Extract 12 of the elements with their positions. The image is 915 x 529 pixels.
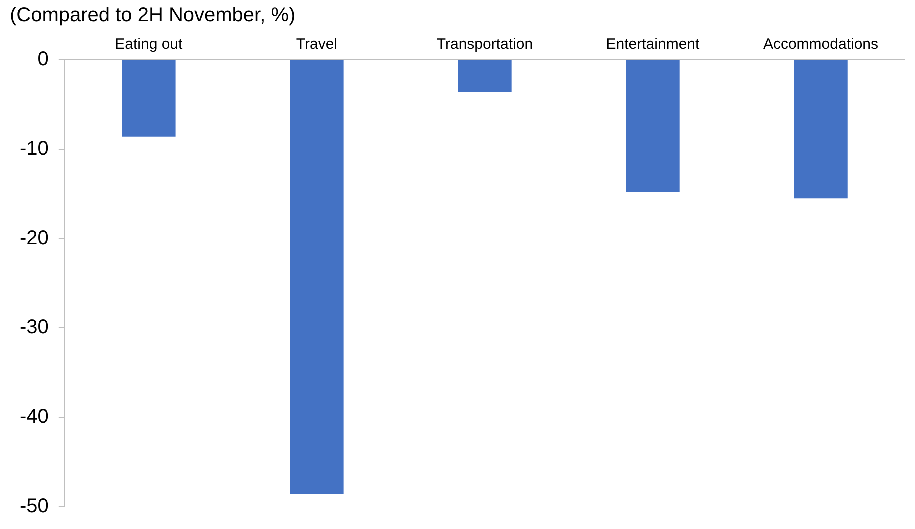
x-tick-label: Travel bbox=[296, 36, 338, 54]
x-tick-label: Transportation bbox=[436, 36, 534, 54]
y-axis-title: (Compared to 2H November, %) bbox=[10, 4, 296, 27]
y-tick-label: -50 bbox=[20, 496, 49, 518]
x-tick-label: Accommodations bbox=[763, 36, 879, 54]
y-tick-label: -20 bbox=[20, 227, 49, 250]
y-tick-label: -40 bbox=[20, 406, 49, 428]
x-tick-label: Eating out bbox=[115, 36, 184, 54]
y-tick-label: 0 bbox=[38, 48, 49, 71]
y-tick-label: -10 bbox=[20, 138, 49, 160]
y-tick-label: -30 bbox=[20, 316, 49, 339]
x-tick-label: Entertainment bbox=[606, 36, 700, 54]
